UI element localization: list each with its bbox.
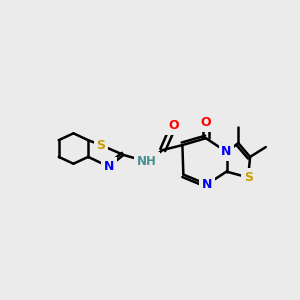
Text: S: S xyxy=(244,171,253,184)
Text: N: N xyxy=(103,160,114,173)
Text: N: N xyxy=(202,178,212,191)
Text: O: O xyxy=(201,116,211,129)
Text: O: O xyxy=(168,119,179,132)
Text: NH: NH xyxy=(137,155,157,168)
Text: S: S xyxy=(96,139,105,152)
Text: N: N xyxy=(221,146,232,158)
